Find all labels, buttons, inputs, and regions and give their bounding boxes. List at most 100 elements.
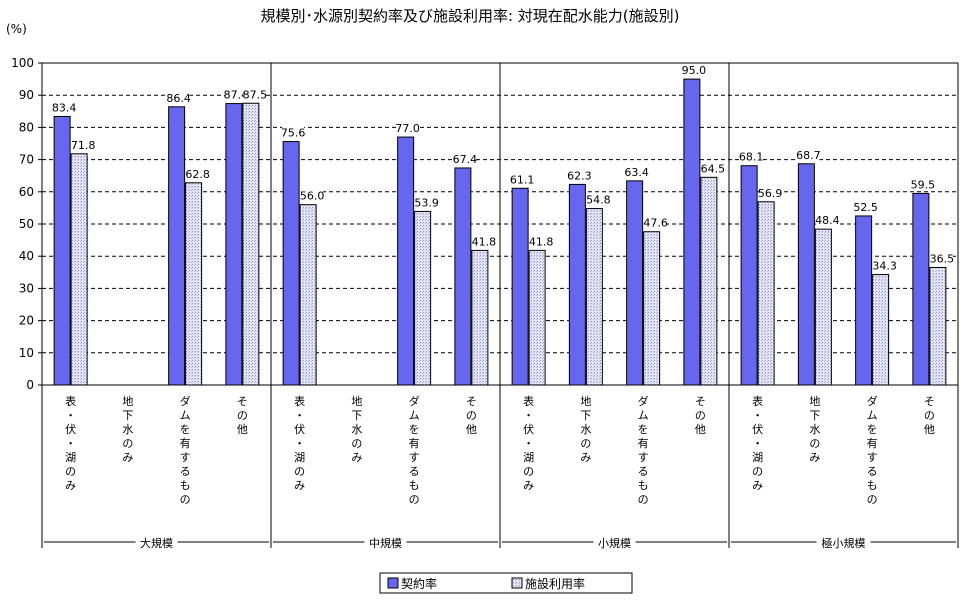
data-label-contract: 87.4 <box>224 89 249 102</box>
category-label-char: 他 <box>695 423 706 436</box>
bar-contract <box>912 192 930 386</box>
data-label-contract: 68.7 <box>796 149 821 162</box>
bar-contract <box>511 187 529 386</box>
category-label-char: の <box>867 493 878 506</box>
category-label-char: の <box>924 409 935 422</box>
data-label-utilization: 36.5 <box>930 252 955 265</box>
data-label-bg <box>282 126 305 139</box>
category-label-char: ダ <box>180 394 191 408</box>
category-label-char: も <box>867 479 878 492</box>
y-tick-label: 100 <box>11 56 34 70</box>
category-label-char: 表 <box>65 394 76 408</box>
category-label-char: 表 <box>752 394 763 408</box>
category-label-char: み <box>294 479 305 492</box>
bar-contract <box>282 141 300 386</box>
category-label-char: ム <box>409 409 420 422</box>
category-label-char: 伏 <box>523 422 534 436</box>
category-label-char: 有 <box>180 436 191 450</box>
category-label-char: 地 <box>809 395 820 408</box>
bar-utilization <box>929 266 947 386</box>
data-label-contract: 67.4 <box>453 153 478 166</box>
category-label-char: 他 <box>924 423 935 436</box>
data-label-utilization: 64.5 <box>701 162 726 175</box>
category-label-char: の <box>122 437 133 450</box>
bar-utilization <box>414 210 432 386</box>
data-label-contract: 61.1 <box>510 173 535 186</box>
category-label-char: の <box>695 409 706 422</box>
y-tick-label: 90 <box>19 88 34 102</box>
category-label-char: ム <box>867 409 878 422</box>
category-label-char: 有 <box>638 436 649 450</box>
group-label: 極小規模 <box>822 536 866 550</box>
bar-utilization <box>471 249 489 386</box>
data-label-bg <box>415 196 438 209</box>
data-label-utilization: 87.5 <box>243 88 268 101</box>
category-label-char: す <box>409 451 420 464</box>
category-label-char: 地 <box>351 395 362 408</box>
group-label: 大規模 <box>140 536 173 550</box>
category-label-char: み <box>809 451 820 464</box>
data-label-bg <box>816 214 839 227</box>
category-label-char: を <box>867 423 878 436</box>
data-label-bg <box>530 235 553 248</box>
category-label-char: 水 <box>122 423 133 436</box>
bar-utilization <box>299 204 317 386</box>
category-label-char: 湖 <box>65 451 76 464</box>
group-labels: 大規模 中規模 小規模 極小規模 <box>44 536 956 550</box>
bar-utilization <box>242 102 260 386</box>
y-tick-label: 20 <box>19 314 34 328</box>
y-tick-label: 10 <box>19 346 34 360</box>
data-label-bg <box>224 88 247 101</box>
category-label-char: 表 <box>523 394 534 408</box>
data-label-bg <box>759 186 782 199</box>
category-label-char: ム <box>638 409 649 422</box>
bar-contract <box>855 215 873 386</box>
y-tick-label: 80 <box>19 120 34 134</box>
bar-utilization <box>528 249 546 386</box>
category-label-char: ・ <box>65 437 76 450</box>
data-label-contract: 68.1 <box>739 151 764 164</box>
bar-contract <box>683 78 701 386</box>
y-axis-label: (%) <box>6 22 27 36</box>
data-label-bg <box>587 193 610 206</box>
category-label-char: 有 <box>409 436 420 450</box>
category-label-char: ・ <box>65 409 76 422</box>
category-label-char: の <box>237 409 248 422</box>
data-label-contract: 62.3 <box>567 169 592 182</box>
bar-contract <box>53 115 71 386</box>
category-label-char: 湖 <box>523 451 534 464</box>
category-label-char: 湖 <box>294 451 305 464</box>
category-label-char: 地 <box>122 395 133 408</box>
bar-contract <box>626 180 644 386</box>
category-label-char: そ <box>924 395 935 408</box>
category-label-char: 水 <box>809 423 820 436</box>
bar-contract <box>797 163 815 386</box>
category-label-char: す <box>180 451 191 464</box>
data-label-bg <box>186 167 209 180</box>
data-label-bg <box>453 152 476 165</box>
data-label-bg <box>873 259 896 272</box>
category-label-char: 地 <box>580 395 591 408</box>
category-label-char: 水 <box>351 423 362 436</box>
category-label-char: ダ <box>867 394 878 408</box>
category-label-char: を <box>638 423 649 436</box>
bar-utilization <box>700 176 718 386</box>
data-label-bg <box>701 162 724 175</box>
bar-utilization <box>585 208 603 386</box>
data-label-bg <box>930 252 953 265</box>
bar-contract <box>454 167 472 386</box>
category-label-char: の <box>409 493 420 506</box>
data-label-contract: 83.4 <box>52 101 77 114</box>
data-label-contract: 77.0 <box>395 122 420 135</box>
data-label-bg <box>301 189 324 202</box>
category-label-char: み <box>523 479 534 492</box>
y-tick-label: 30 <box>19 281 34 295</box>
data-label-utilization: 54.8 <box>586 194 611 207</box>
bars <box>53 78 947 386</box>
category-labels: 表・伏・湖のみ地下水のみダムを有するものその他表・伏・湖のみ地下水のみダムを有す… <box>65 394 935 506</box>
data-label-utilization: 47.6 <box>643 217 668 230</box>
data-label-bg <box>53 101 76 114</box>
legend-label-contract: 契約率 <box>401 576 437 591</box>
data-label-utilization: 56.9 <box>758 187 783 200</box>
category-label-char: す <box>867 451 878 464</box>
